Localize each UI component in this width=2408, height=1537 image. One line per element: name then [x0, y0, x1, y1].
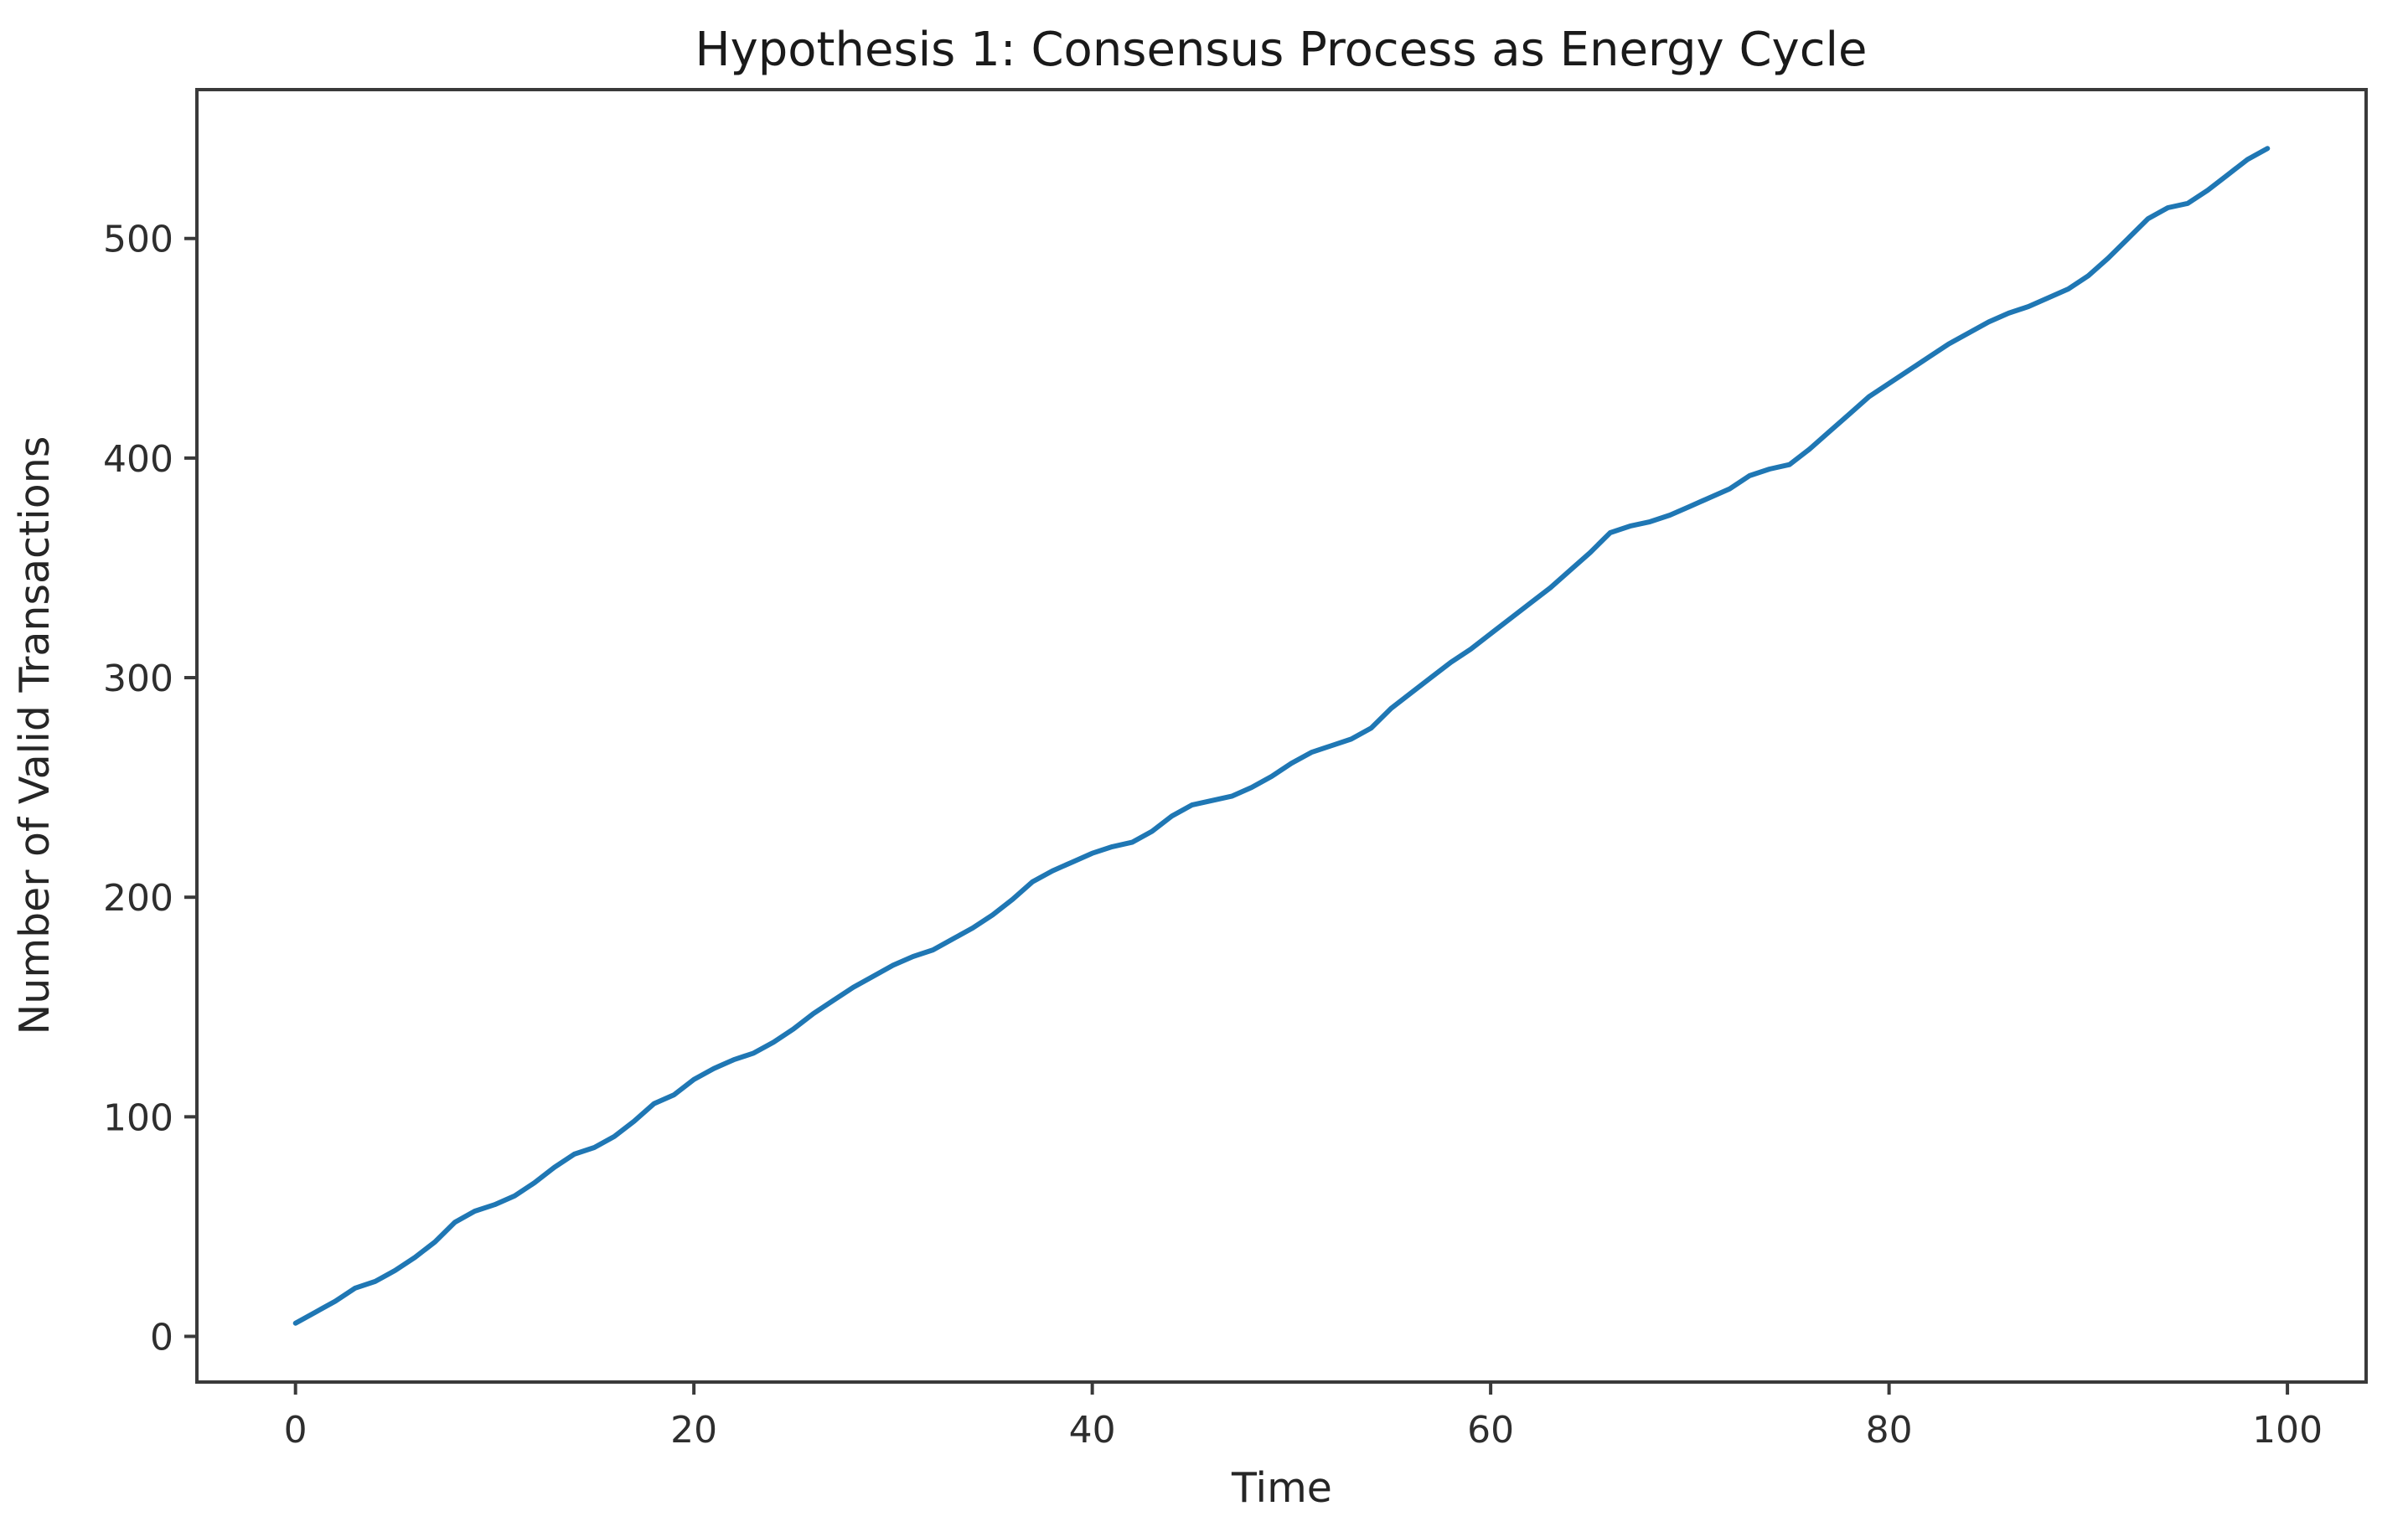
y-axis-label: Number of Valid Transactions: [11, 436, 59, 1035]
data-line: [292, 146, 2271, 1326]
y-tick-label: 500: [103, 219, 173, 261]
plot-area: 0 20 40 60 80 100 0 100 200 300 400 500: [103, 88, 2368, 1452]
x-tick-label: 60: [1467, 1409, 1514, 1452]
x-tick-label: 20: [670, 1409, 717, 1452]
x-axis-label: Time: [1231, 1464, 1332, 1512]
x-tick-label: 100: [2252, 1409, 2323, 1452]
y-tick-label: 300: [103, 658, 173, 700]
y-tick-label: 0: [150, 1316, 173, 1359]
y-tick-label: 400: [103, 438, 173, 481]
y-tick-label: 100: [103, 1096, 173, 1139]
x-tick-label: 40: [1069, 1409, 1116, 1452]
y-tick-label: 200: [103, 877, 173, 920]
axes-spines: [195, 88, 2368, 1384]
chart-title: Hypothesis 1: Consensus Process as Energ…: [695, 23, 1867, 77]
x-tick-label: 0: [284, 1409, 307, 1452]
x-tick-label: 80: [1866, 1409, 1913, 1452]
